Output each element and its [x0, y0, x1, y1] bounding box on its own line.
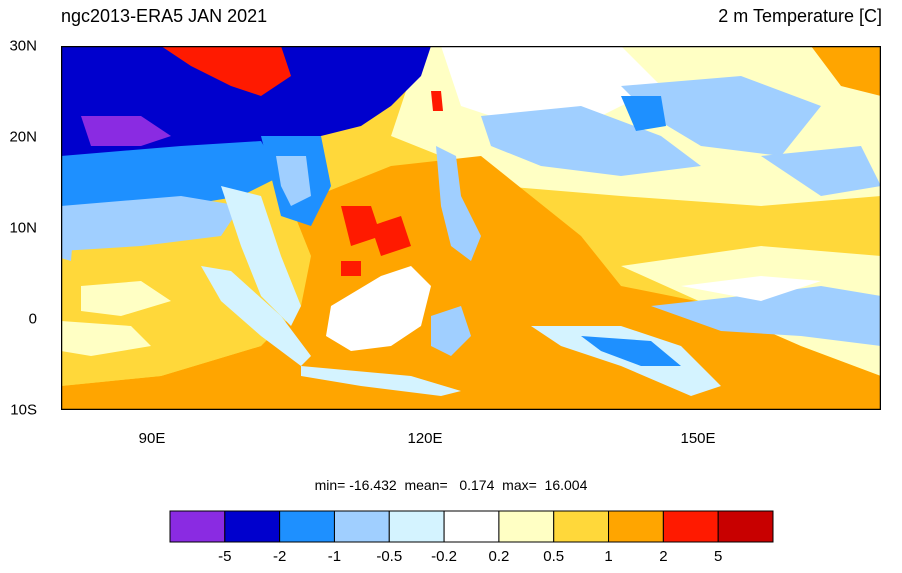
field-cream-sw2 — [61, 321, 151, 356]
field-lightblue-west — [61, 196, 241, 251]
colorbar-label: -1 — [327, 548, 342, 565]
land-newguinea-blue — [581, 336, 681, 366]
field-lightblue-north2 — [621, 76, 821, 156]
colorbar-boxes — [169, 510, 774, 543]
colorbar-label: -5 — [218, 548, 232, 565]
lat-label-eq: 0 — [28, 310, 37, 328]
colorbar-box — [333, 510, 390, 543]
colorbar-label: -0.2 — [431, 548, 458, 565]
colorbar — [169, 510, 774, 543]
land-malay — [221, 186, 301, 326]
lat-label-10s: 10S — [10, 401, 37, 419]
lon-label-120e: 120E — [407, 430, 443, 447]
land-philippines — [436, 146, 481, 261]
colorbar-box — [224, 510, 281, 543]
land-borneo — [326, 266, 431, 351]
colorbar-box — [717, 510, 774, 543]
land-java — [301, 366, 461, 396]
colorbar-box — [388, 510, 445, 543]
field-orange-ne — [811, 46, 881, 96]
field-red-scs2 — [371, 216, 411, 256]
land-sumatra — [201, 266, 311, 366]
lat-label-10n: 10N — [9, 219, 37, 237]
map-fields — [61, 46, 881, 410]
colorbar-label: 5 — [714, 548, 723, 565]
field-blue-north — [621, 96, 666, 131]
colorbar-box — [169, 510, 226, 543]
lat-label-20n: 20N — [9, 128, 37, 146]
land-indochina-light — [276, 156, 311, 206]
field-lightblue-east — [651, 286, 881, 346]
lat-label-30n: 30N — [9, 37, 37, 55]
map-border — [61, 46, 881, 410]
colorbar-box — [608, 510, 664, 543]
land-srilanka — [61, 231, 73, 261]
colorbar-label: -0.5 — [376, 548, 403, 565]
plot-title: ngc2013-ERA5 JAN 2021 — [61, 6, 268, 26]
field-white-north — [441, 46, 661, 126]
statistics-line: min= -16.432 mean= 0.174 max= 16.004 — [314, 477, 588, 493]
field-red-scs1 — [341, 206, 381, 246]
colorbar-box — [279, 510, 335, 543]
colorbar-box — [443, 510, 500, 543]
field-red-north — [161, 46, 291, 96]
colorbar-box — [662, 510, 719, 543]
lon-label-90e: 90E — [138, 430, 166, 447]
land-newguinea — [531, 326, 721, 396]
field-darkblue-west — [61, 46, 431, 176]
field-lightblue-north3 — [761, 146, 881, 196]
field-red-scs3 — [341, 261, 361, 276]
temperature-map — [61, 46, 881, 410]
colorbar-label: 2 — [659, 548, 668, 565]
land-taiwan — [431, 91, 443, 111]
lon-label-150e: 150E — [680, 430, 716, 447]
land-sulawesi — [431, 306, 471, 356]
field-lightblue-north1 — [481, 106, 701, 176]
colorbar-box — [498, 510, 555, 543]
field-blue-west — [61, 141, 281, 221]
colorbar-label: 1 — [604, 548, 613, 565]
colorbar-label: 0.2 — [488, 548, 510, 565]
field-purple-west — [81, 116, 171, 146]
colorbar-label: -2 — [272, 548, 287, 565]
variable-title: 2 m Temperature [C] — [718, 6, 882, 26]
colorbar-box — [553, 510, 610, 543]
colorbar-label: 0.5 — [543, 548, 565, 565]
field-cream-sw — [81, 281, 171, 316]
field-white-east — [681, 276, 821, 301]
